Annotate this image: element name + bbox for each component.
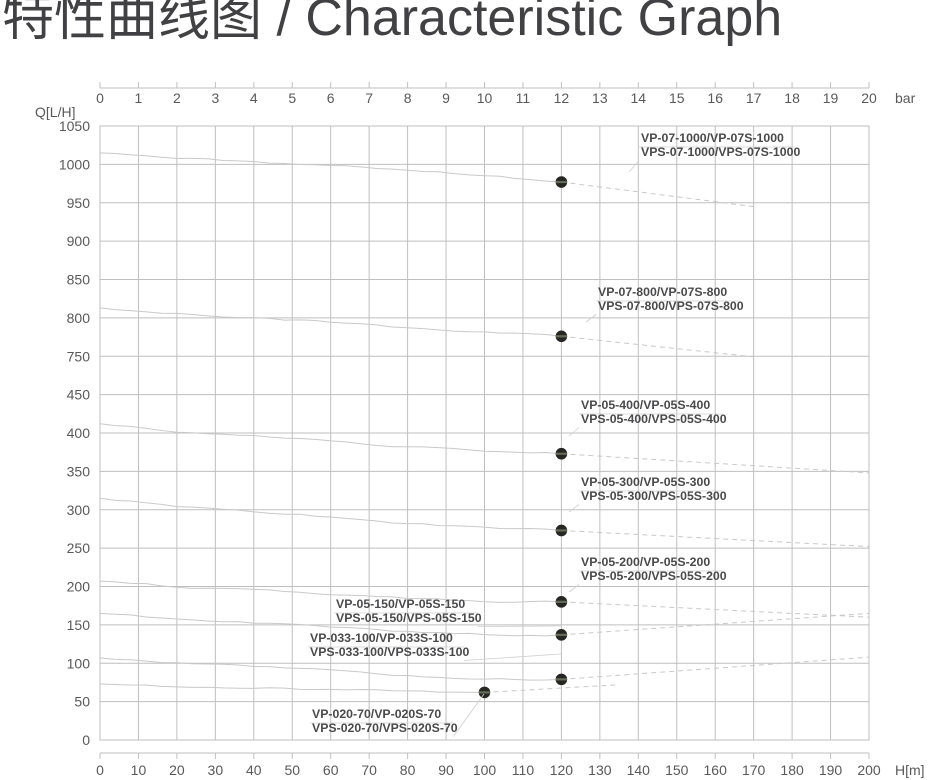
svg-text:200: 200 [857, 762, 881, 778]
svg-text:850: 850 [67, 272, 91, 288]
svg-text:bar: bar [895, 90, 916, 106]
svg-text:VP-07-800/VP-07S-800: VP-07-800/VP-07S-800 [598, 285, 727, 299]
svg-text:450: 450 [67, 387, 91, 403]
svg-text:VP-033-100/VP-033S-100: VP-033-100/VP-033S-100 [310, 631, 453, 645]
svg-text:VP-05-300/VP-05S-300: VP-05-300/VP-05S-300 [581, 475, 710, 489]
svg-text:1: 1 [135, 90, 143, 106]
svg-text:VP-020-70/VP-020S-70: VP-020-70/VP-020S-70 [312, 707, 441, 721]
svg-text:190: 190 [819, 762, 843, 778]
svg-text:12: 12 [554, 90, 570, 106]
svg-text:8: 8 [404, 90, 412, 106]
svg-text:7: 7 [365, 90, 373, 106]
svg-text:170: 170 [742, 762, 766, 778]
svg-text:50: 50 [74, 694, 90, 710]
svg-text:250: 250 [67, 540, 91, 556]
svg-text:19: 19 [823, 90, 839, 106]
svg-text:17: 17 [746, 90, 762, 106]
svg-text:800: 800 [67, 310, 91, 326]
svg-text:40: 40 [246, 762, 262, 778]
svg-text:10: 10 [131, 762, 147, 778]
svg-text:1050: 1050 [59, 118, 90, 134]
svg-text:90: 90 [438, 762, 454, 778]
svg-text:13: 13 [592, 90, 608, 106]
svg-text:60: 60 [323, 762, 339, 778]
svg-text:VP-07-1000/VP-07S-1000: VP-07-1000/VP-07S-1000 [641, 131, 784, 145]
svg-text:20: 20 [861, 90, 877, 106]
svg-text:VP-05-400/VP-05S-400: VP-05-400/VP-05S-400 [581, 398, 710, 412]
svg-text:15: 15 [669, 90, 685, 106]
svg-text:950: 950 [67, 195, 91, 211]
svg-text:50: 50 [284, 762, 300, 778]
svg-text:110: 110 [512, 762, 535, 778]
svg-text:0: 0 [96, 762, 104, 778]
svg-text:160: 160 [704, 762, 728, 778]
svg-text:900: 900 [67, 233, 91, 249]
svg-text:300: 300 [67, 502, 91, 518]
svg-text:4: 4 [250, 90, 258, 106]
svg-text:VPS-05-200/VPS-05S-200: VPS-05-200/VPS-05S-200 [581, 569, 727, 583]
svg-text:3: 3 [211, 90, 219, 106]
svg-text:VP-05-200/VP-05S-200: VP-05-200/VP-05S-200 [581, 555, 710, 569]
svg-text:80: 80 [400, 762, 416, 778]
svg-text:VPS-020-70/VPS-020S-70: VPS-020-70/VPS-020S-70 [312, 721, 458, 735]
svg-text:VPS-033-100/VPS-033S-100: VPS-033-100/VPS-033S-100 [310, 645, 469, 659]
svg-text:18: 18 [784, 90, 800, 106]
svg-text:70: 70 [361, 762, 377, 778]
svg-text:H[m]: H[m] [895, 762, 925, 778]
svg-text:VPS-05-150/VPS-05S-150: VPS-05-150/VPS-05S-150 [336, 611, 482, 625]
svg-text:14: 14 [631, 90, 647, 106]
svg-text:150: 150 [67, 617, 91, 633]
svg-text:750: 750 [67, 348, 91, 364]
svg-text:140: 140 [627, 762, 651, 778]
svg-text:VPS-07-1000/VPS-07S-1000: VPS-07-1000/VPS-07S-1000 [641, 145, 800, 159]
svg-text:6: 6 [327, 90, 335, 106]
svg-text:VPS-07-800/VPS-07S-800: VPS-07-800/VPS-07S-800 [598, 299, 744, 313]
svg-text:1000: 1000 [59, 156, 90, 172]
svg-text:Q[L/H]: Q[L/H] [35, 104, 75, 120]
svg-text:5: 5 [288, 90, 296, 106]
svg-text:200: 200 [67, 579, 91, 595]
svg-text:350: 350 [67, 463, 91, 479]
svg-text:9: 9 [442, 90, 450, 106]
svg-text:11: 11 [516, 90, 531, 106]
svg-text:VPS-05-300/VPS-05S-300: VPS-05-300/VPS-05S-300 [581, 489, 727, 503]
svg-text:180: 180 [780, 762, 804, 778]
svg-text:16: 16 [707, 90, 723, 106]
svg-text:130: 130 [588, 762, 612, 778]
svg-text:100: 100 [473, 762, 497, 778]
svg-text:30: 30 [208, 762, 224, 778]
svg-text:10: 10 [477, 90, 493, 106]
svg-text:400: 400 [67, 425, 91, 441]
svg-text:VPS-05-400/VPS-05S-400: VPS-05-400/VPS-05S-400 [581, 412, 727, 426]
svg-text:VP-05-150/VP-05S-150: VP-05-150/VP-05S-150 [336, 597, 465, 611]
svg-text:120: 120 [550, 762, 574, 778]
svg-text:100: 100 [67, 655, 91, 671]
svg-text:20: 20 [169, 762, 185, 778]
svg-text:150: 150 [665, 762, 689, 778]
svg-text:0: 0 [96, 90, 104, 106]
svg-text:0: 0 [82, 732, 90, 748]
svg-text:2: 2 [173, 90, 181, 106]
